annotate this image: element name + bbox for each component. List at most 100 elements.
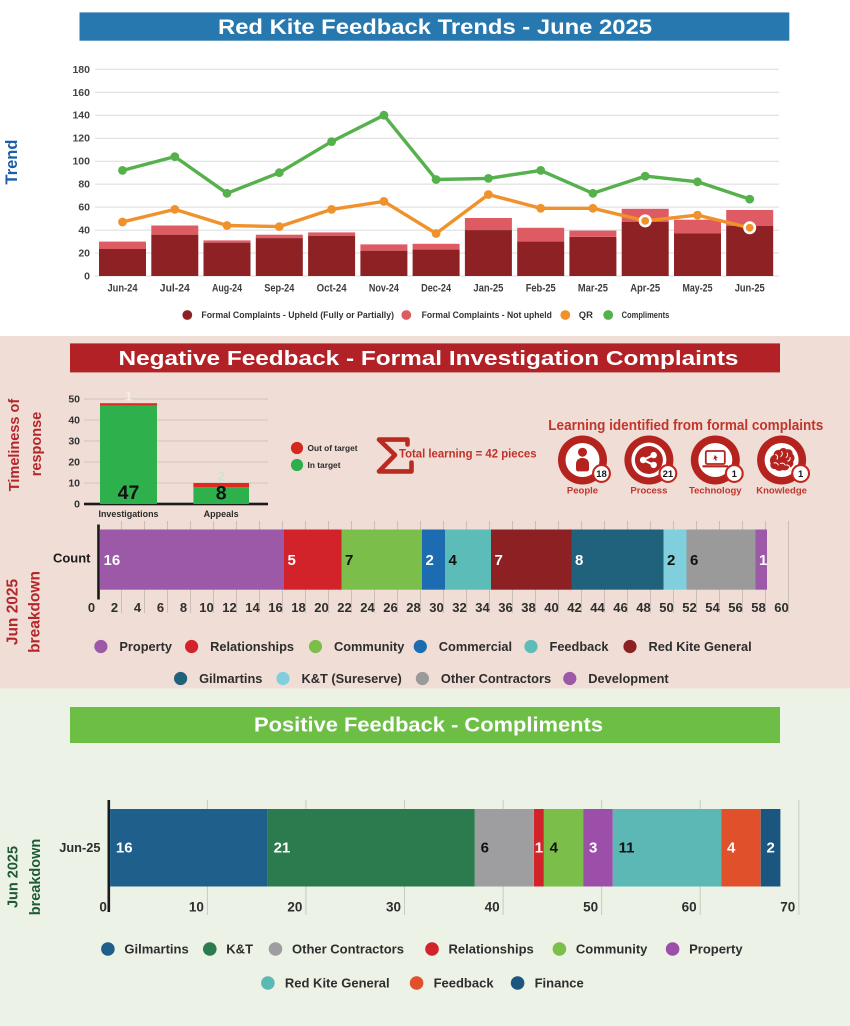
svg-text:Community: Community [334,639,405,654]
svg-text:46: 46 [613,600,627,615]
svg-text:1: 1 [798,469,804,480]
svg-text:4: 4 [134,600,142,615]
svg-text:2: 2 [218,469,225,484]
svg-text:120: 120 [72,133,90,145]
svg-text:2: 2 [767,839,775,856]
svg-text:0: 0 [99,900,107,915]
svg-text:47: 47 [118,482,140,504]
svg-text:Knowledge: Knowledge [756,486,807,497]
svg-text:Appeals: Appeals [204,509,239,519]
svg-text:50: 50 [583,900,598,915]
svg-text:24: 24 [360,600,375,615]
svg-text:34: 34 [475,600,490,615]
svg-text:2: 2 [426,552,434,569]
svg-text:Jun 2025: Jun 2025 [5,578,22,645]
svg-text:10: 10 [189,900,204,915]
svg-text:3: 3 [589,839,597,856]
svg-text:Formal Complaints - Upheld (Fu: Formal Complaints - Upheld (Fully or Par… [201,310,394,320]
svg-text:5: 5 [288,552,296,569]
svg-text:16: 16 [104,552,121,569]
svg-text:20: 20 [314,600,328,615]
svg-text:60: 60 [682,900,697,915]
svg-text:1: 1 [759,552,767,569]
svg-text:50: 50 [659,600,673,615]
svg-text:20: 20 [287,900,302,915]
svg-text:Nov-24: Nov-24 [369,283,399,295]
svg-text:Count: Count [53,551,91,566]
svg-text:26: 26 [383,600,397,615]
svg-text:Dec-24: Dec-24 [421,283,451,295]
svg-text:4: 4 [449,552,458,569]
svg-text:Jun-25: Jun-25 [59,840,100,855]
svg-text:QR: QR [579,310,594,320]
svg-text:21: 21 [663,469,674,480]
svg-text:22: 22 [337,600,351,615]
svg-text:12: 12 [222,600,236,615]
svg-text:Formal Complaints - Not upheld: Formal Complaints - Not upheld [422,310,552,320]
svg-text:Apr-25: Apr-25 [630,283,660,295]
svg-text:14: 14 [245,600,260,615]
svg-text:1: 1 [125,389,132,404]
svg-text:Commercial: Commercial [439,639,512,654]
svg-text:16: 16 [116,839,133,856]
svg-text:0: 0 [84,271,90,283]
svg-text:56: 56 [728,600,742,615]
svg-text:4: 4 [727,839,736,856]
svg-text:0: 0 [88,600,95,615]
svg-text:2: 2 [667,552,675,569]
svg-text:1: 1 [535,839,543,856]
svg-text:Property: Property [689,942,743,957]
svg-text:Aug-24: Aug-24 [212,283,242,295]
svg-text:2: 2 [111,600,118,615]
svg-text:People: People [567,486,598,497]
svg-text:40: 40 [544,600,558,615]
svg-text:32: 32 [452,600,466,615]
svg-text:Process: Process [630,486,667,497]
svg-text:Jul-24: Jul-24 [160,283,190,295]
svg-text:44: 44 [590,600,605,615]
svg-text:180: 180 [72,64,90,76]
svg-text:160: 160 [72,87,90,99]
svg-text:Finance: Finance [535,976,584,991]
svg-text:Gilmartins: Gilmartins [199,671,262,686]
svg-text:6: 6 [157,600,164,615]
svg-text:Investigations: Investigations [99,509,159,519]
svg-text:58: 58 [751,600,765,615]
svg-text:breakdown: breakdown [28,839,44,916]
svg-text:Learning identified from forma: Learning identified from formal complain… [548,418,823,434]
svg-text:Mar-25: Mar-25 [578,283,608,295]
svg-text:Community: Community [576,942,648,957]
svg-text:11: 11 [619,839,635,856]
svg-text:1: 1 [732,469,738,480]
svg-text:Relationships: Relationships [449,942,534,957]
svg-text:30: 30 [68,436,80,448]
svg-text:30: 30 [429,600,443,615]
svg-text:May-25: May-25 [683,283,713,295]
svg-text:100: 100 [72,156,90,168]
svg-text:80: 80 [78,179,90,191]
svg-text:42: 42 [567,600,581,615]
svg-text:Feb-25: Feb-25 [526,283,556,295]
svg-text:0: 0 [74,499,80,511]
svg-text:Timeliness of: Timeliness of [7,399,23,492]
svg-text:6: 6 [690,552,698,569]
svg-text:Total learning = 42 pieces: Total learning = 42 pieces [399,447,537,461]
svg-text:10: 10 [68,478,80,490]
svg-text:response: response [29,412,45,476]
svg-text:60: 60 [78,202,90,214]
svg-text:Gilmartins: Gilmartins [124,942,188,957]
svg-text:Other Contractors: Other Contractors [292,942,404,957]
svg-text:36: 36 [498,600,512,615]
svg-text:30: 30 [386,900,401,915]
svg-text:Red Kite General: Red Kite General [285,976,390,991]
svg-text:Red Kite General: Red Kite General [649,639,752,654]
svg-text:21: 21 [274,839,291,856]
svg-text:Positive Feedback - Compliment: Positive Feedback - Compliments [254,715,603,737]
svg-text:K&T: K&T [226,942,253,957]
svg-text:50: 50 [68,394,80,406]
svg-text:Feedback: Feedback [550,639,610,654]
svg-text:Technology: Technology [689,486,742,497]
svg-text:60: 60 [774,600,788,615]
svg-text:40: 40 [68,415,80,427]
svg-text:K&T (Sureserve): K&T (Sureserve) [302,671,402,686]
